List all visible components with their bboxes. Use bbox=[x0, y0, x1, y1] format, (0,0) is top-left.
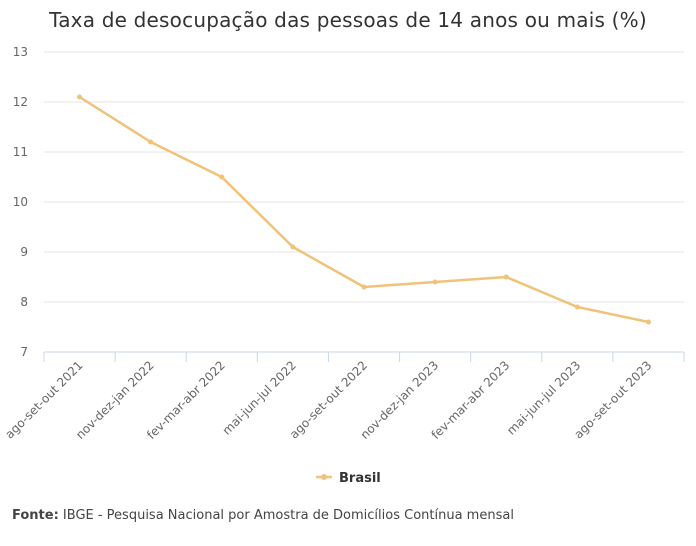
data-point[interactable] bbox=[645, 319, 651, 325]
source-text: IBGE - Pesquisa Nacional por Amostra de … bbox=[58, 508, 514, 523]
y-tick-label: 10 bbox=[13, 195, 28, 209]
data-point[interactable] bbox=[574, 304, 580, 310]
y-axis: 7 8 9 10 11 12 13 bbox=[13, 45, 28, 359]
y-tick-label: 12 bbox=[13, 95, 28, 109]
x-tick-label: ago-set-out 2022 bbox=[287, 358, 370, 441]
data-point[interactable] bbox=[361, 284, 367, 290]
source-note: Fonte: IBGE - Pesquisa Nacional por Amos… bbox=[12, 508, 514, 523]
x-tick-label: mai-jun-jul 2023 bbox=[504, 358, 583, 437]
y-tick-label: 8 bbox=[20, 295, 28, 309]
source-label: Fonte: bbox=[12, 508, 59, 523]
series-brasil[interactable] bbox=[77, 94, 651, 325]
x-tick-label: mai-jun-jul 2022 bbox=[220, 358, 299, 437]
grid-lines bbox=[44, 51, 684, 303]
x-tick-label: fev-mar-abr 2022 bbox=[144, 358, 228, 442]
data-point[interactable] bbox=[148, 139, 154, 145]
x-tick-label: ago-set-out 2021 bbox=[2, 358, 85, 441]
x-tick-label: ago-set-out 2023 bbox=[571, 358, 654, 441]
data-point[interactable] bbox=[77, 94, 83, 100]
y-tick-label: 7 bbox=[20, 345, 28, 359]
data-point[interactable] bbox=[219, 174, 225, 180]
data-point[interactable] bbox=[503, 274, 509, 280]
legend-symbol-marker[interactable] bbox=[321, 474, 327, 480]
legend-label[interactable]: Brasil bbox=[339, 471, 381, 486]
x-tick-label: nov-dez-jan 2022 bbox=[73, 358, 157, 442]
legend[interactable]: Brasil bbox=[316, 471, 381, 486]
chart-title: Taxa de desocupação das pessoas de 14 an… bbox=[49, 8, 647, 32]
y-tick-label: 13 bbox=[13, 45, 28, 59]
data-point[interactable] bbox=[432, 279, 438, 285]
y-tick-label: 11 bbox=[13, 145, 28, 159]
x-tick-label: fev-mar-abr 2023 bbox=[429, 358, 513, 442]
x-tick-label: nov-dez-jan 2023 bbox=[358, 358, 442, 442]
y-tick-label: 9 bbox=[20, 245, 28, 259]
data-point[interactable] bbox=[290, 244, 296, 250]
